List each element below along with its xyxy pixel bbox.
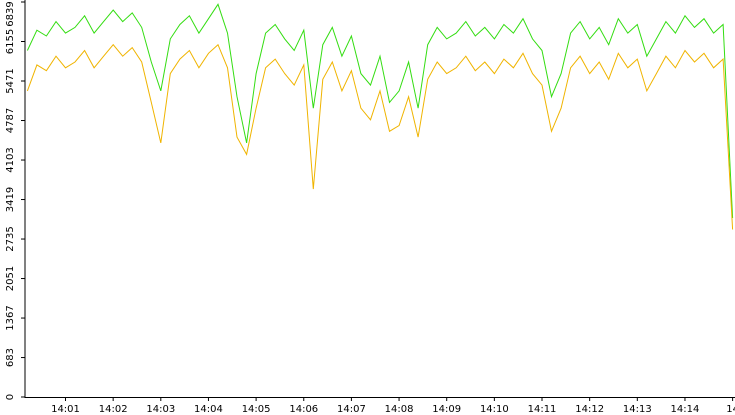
y-tick-label: 5471 [5,68,16,93]
x-tick-label: 14:03 [146,404,175,415]
x-tick-label: 14:06 [289,404,318,415]
x-tick-label: 14:01 [51,404,80,415]
y-tick-label: 3419 [5,187,16,212]
x-tick-label: 14 [726,404,735,415]
x-tick-label: 14:14 [671,404,700,415]
x-tick-label: 14:02 [99,404,128,415]
y-tick-label: 6155 [5,29,16,54]
y-tick-label: 1367 [5,305,16,330]
y-tick-label: 6839 [5,1,16,26]
x-tick-label: 14:05 [242,404,271,415]
x-tick-label: 14:10 [480,404,509,415]
y-tick-label: 2051 [5,266,16,291]
series-line [26,3,734,219]
y-tick-label: 683 [5,348,16,367]
y-tick-label: 2735 [5,226,16,251]
x-tick-label: 14:12 [575,404,604,415]
x-tick-label: 14:07 [337,404,366,415]
x-tick-label: 14:13 [623,404,652,415]
x-tick-label: 14:09 [432,404,461,415]
series-line [26,43,734,230]
x-tick-label: 14:11 [528,404,557,415]
y-tick-label: 4103 [5,147,16,172]
x-tick-label: 14:08 [385,404,414,415]
x-tick-label: 14:04 [194,404,223,415]
y-tick-label: 0 [5,394,16,400]
y-tick-label: 4787 [5,108,16,133]
